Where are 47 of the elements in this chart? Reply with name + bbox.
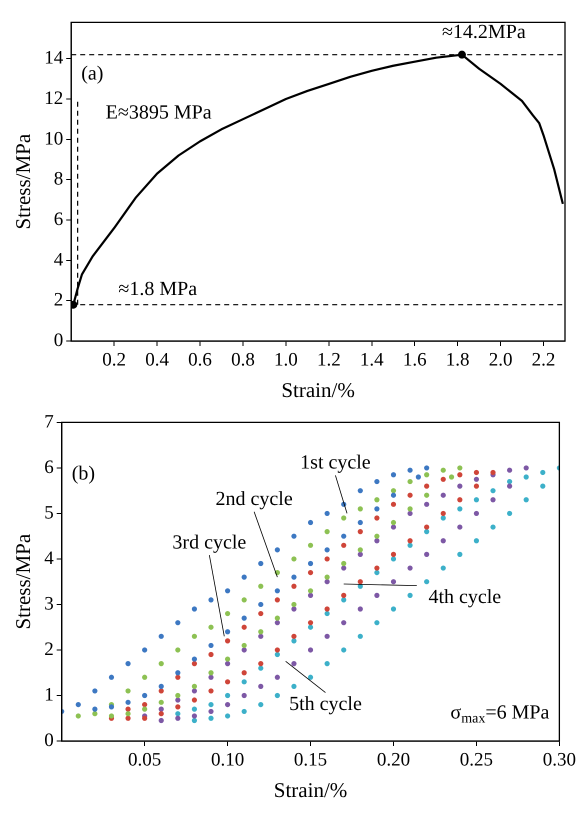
y-tick-label: 6 <box>44 456 54 478</box>
annotation: ≈1.8 MPa <box>118 278 198 300</box>
text: 3rd cycle <box>172 531 246 554</box>
y-axis-title: Stress/MPa <box>11 133 36 230</box>
y-tick-label: 2 <box>54 290 64 311</box>
x-tick-label: 0.8 <box>231 349 255 370</box>
y-tick-label: 14 <box>44 48 64 69</box>
y-tick-label: 8 <box>54 168 64 190</box>
x-tick-label: 0.30 <box>542 749 576 770</box>
x-tick-label: 0.4 <box>145 349 170 370</box>
x-tick-label: 1.8 <box>446 349 470 370</box>
series-label: 5th cycle <box>289 692 362 715</box>
y-tick-label: 0 <box>54 330 64 351</box>
x-tick-label: 0.20 <box>376 749 410 770</box>
x-tick-label: 0.05 <box>128 749 162 770</box>
annotation: (b) <box>72 462 96 485</box>
x-tick-label: 1.0 <box>274 349 298 370</box>
x-tick-label: 1.2 <box>316 349 341 370</box>
x-tick-label: 0.2 <box>102 349 126 370</box>
annotation: ≈14.2MPa <box>442 20 526 43</box>
y-tick-label: 6 <box>54 208 64 230</box>
y-tick-label: 4 <box>54 249 64 270</box>
series-label: 1st cycle <box>300 452 371 474</box>
x-tick-label: 2.0 <box>488 349 512 370</box>
y-axis-title: Stress/MPa <box>11 533 36 630</box>
x-tick-label: 0.25 <box>460 749 494 770</box>
y-tick-label: 10 <box>44 128 64 150</box>
y-tick-label: 2 <box>44 638 54 660</box>
x-axis-title: Strain/% <box>274 778 348 802</box>
series-label: 4th cycle <box>428 586 502 608</box>
y-tick-label: 3 <box>44 593 54 614</box>
x-axis-title: Strain/% <box>281 378 355 402</box>
x-tick-label: 1.6 <box>402 349 427 370</box>
annotation: E≈3895 MPa <box>106 101 212 124</box>
y-tick-label: 4 <box>44 548 54 569</box>
y-tick-label: 5 <box>44 502 54 524</box>
x-tick-label: 2.2 <box>532 349 556 370</box>
y-tick-label: 12 <box>44 88 64 110</box>
x-tick-label: 1.4 <box>360 349 384 370</box>
x-tick-label: 0.15 <box>294 749 328 770</box>
annotation: (a) <box>81 62 104 85</box>
x-tick-label: 0.6 <box>188 349 212 370</box>
y-tick-label: 0 <box>44 730 54 751</box>
series-label: 2nd cycle <box>216 488 293 510</box>
y-tick-label: 1 <box>44 684 54 706</box>
y-tick-label: 7 <box>44 411 54 432</box>
x-tick-label: 0.10 <box>210 749 244 770</box>
